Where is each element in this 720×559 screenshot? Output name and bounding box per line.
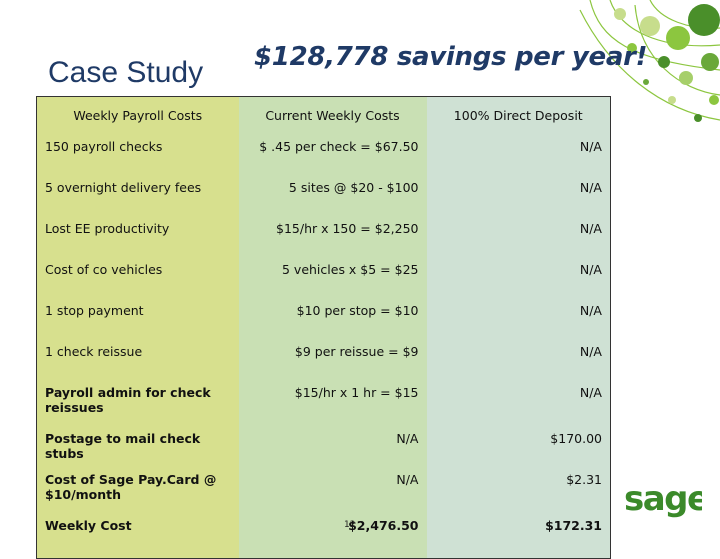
row-current-cost: $10 per stop = $10 — [238, 297, 427, 338]
row-direct-deposit-cost: $170.00 — [426, 425, 611, 466]
row-current-cost: $9 per reissue = $9 — [238, 338, 427, 379]
leaf-decoration-icon — [579, 0, 720, 122]
row-item: Payroll admin for check reissues — [36, 379, 239, 425]
table-row: 150 payroll checks $ .45 per check = $67… — [36, 133, 611, 174]
row-direct-deposit-cost: N/A — [426, 379, 611, 425]
table-row: Cost of Sage Pay.Card @ $10/month N/A $2… — [36, 466, 611, 512]
table-row: Cost of co vehicles 5 vehicles x $5 = $2… — [36, 256, 611, 297]
table-header-row: Weekly Payroll Costs Current Weekly Cost… — [36, 96, 611, 133]
row-current-cost: N/A — [238, 425, 427, 466]
row-item: 1 check reissue — [36, 338, 239, 379]
svg-text:sage: sage — [624, 479, 702, 519]
row-direct-deposit-cost: N/A — [426, 338, 611, 379]
total-current-cost: $2,476.50 — [238, 512, 427, 559]
total-label: Weekly Cost — [36, 512, 239, 559]
row-item: Postage to mail check stubs — [36, 425, 239, 466]
table-total-row: Weekly Cost $2,476.50 $172.31 — [36, 512, 611, 559]
row-item: Cost of Sage Pay.Card @ $10/month — [36, 466, 239, 512]
row-item: 150 payroll checks — [36, 133, 239, 174]
row-current-cost: 5 sites @ $20 - $100 — [238, 174, 427, 215]
table-row: Postage to mail check stubs N/A $170.00 — [36, 425, 611, 466]
row-direct-deposit-cost: N/A — [426, 215, 611, 256]
row-item: 5 overnight delivery fees — [36, 174, 239, 215]
page-number: 12 — [344, 520, 356, 530]
table-row: 5 overnight delivery fees 5 sites @ $20 … — [36, 174, 611, 215]
table-row: Lost EE productivity $15/hr x 150 = $2,2… — [36, 215, 611, 256]
row-current-cost: N/A — [238, 466, 427, 512]
row-current-cost: 5 vehicles x $5 = $25 — [238, 256, 427, 297]
header-current-weekly-costs: Current Weekly Costs — [238, 96, 427, 133]
row-item: Cost of co vehicles — [36, 256, 239, 297]
table-row: 1 stop payment $10 per stop = $10 N/A — [36, 297, 611, 338]
row-item: Lost EE productivity — [36, 215, 239, 256]
row-current-cost: $ .45 per check = $67.50 — [238, 133, 427, 174]
row-direct-deposit-cost: $2.31 — [426, 466, 611, 512]
row-direct-deposit-cost: N/A — [426, 256, 611, 297]
row-direct-deposit-cost: N/A — [426, 133, 611, 174]
row-current-cost: $15/hr x 1 hr = $15 — [238, 379, 427, 425]
total-direct-deposit-cost: $172.31 — [426, 512, 611, 559]
table-row: 1 check reissue $9 per reissue = $9 N/A — [36, 338, 611, 379]
row-direct-deposit-cost: N/A — [426, 174, 611, 215]
slide-title: Case Study — [48, 56, 204, 89]
table-row: Payroll admin for check reissues $15/hr … — [36, 379, 611, 425]
header-weekly-payroll-costs: Weekly Payroll Costs — [36, 96, 239, 133]
row-current-cost: $15/hr x 150 = $2,250 — [238, 215, 427, 256]
sage-logo: sage — [624, 479, 702, 519]
row-direct-deposit-cost: N/A — [426, 297, 611, 338]
savings-headline: $128,778 savings per year! — [254, 42, 648, 72]
header-direct-deposit: 100% Direct Deposit — [426, 96, 611, 133]
row-item: 1 stop payment — [36, 297, 239, 338]
cost-comparison-table: Weekly Payroll Costs Current Weekly Cost… — [36, 96, 611, 559]
